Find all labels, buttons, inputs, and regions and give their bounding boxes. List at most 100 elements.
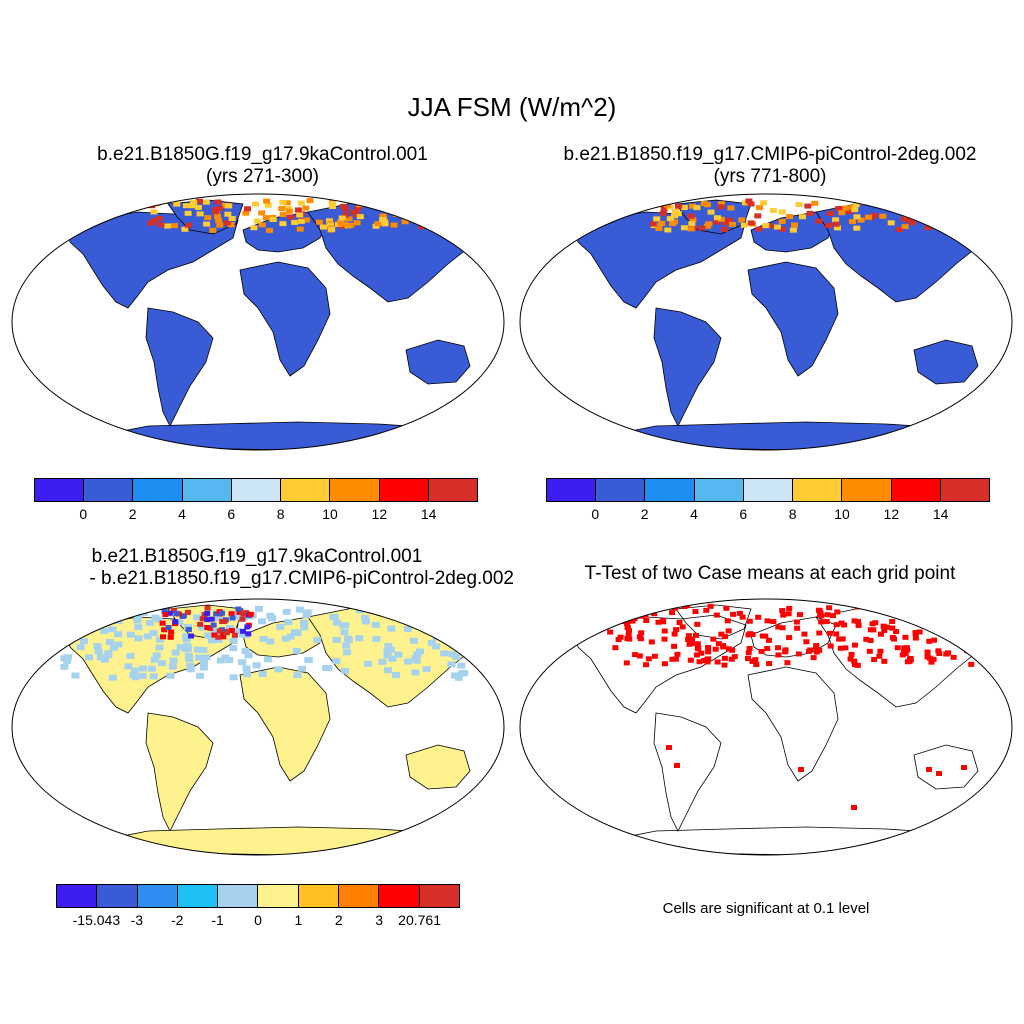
diff-cell xyxy=(298,665,307,672)
diff-cell xyxy=(394,651,403,658)
diff-cell xyxy=(263,656,272,663)
arctic-cell xyxy=(923,209,931,215)
significant-cell xyxy=(694,645,701,651)
diff-cell xyxy=(384,667,393,674)
diff-cell xyxy=(182,636,191,643)
significant-cell xyxy=(881,627,888,633)
significant-cell xyxy=(745,655,752,661)
arctic-cell xyxy=(372,223,380,229)
significant-cell xyxy=(643,617,650,623)
significant-cell xyxy=(980,604,987,610)
significant-cell xyxy=(974,652,981,658)
colorbar-swatch xyxy=(428,479,477,501)
colorbar-tick-label: 0 xyxy=(254,912,262,928)
significant-cell xyxy=(936,651,943,657)
significant-cell xyxy=(624,635,631,641)
diff-cell xyxy=(469,631,478,638)
diff-cell xyxy=(176,644,185,651)
significant-cell xyxy=(924,649,931,655)
arctic-cell xyxy=(969,217,977,223)
significant-cell xyxy=(786,605,793,611)
significant-cell xyxy=(694,621,701,627)
diff-cell xyxy=(167,634,174,640)
diff-cell xyxy=(114,631,123,638)
diff-cell xyxy=(124,663,133,670)
diff-cell xyxy=(208,616,215,622)
diff-cell xyxy=(364,660,373,667)
continent-samerica xyxy=(145,307,214,427)
arctic-cell xyxy=(345,216,353,222)
significant-cell xyxy=(871,656,878,662)
diff-cell xyxy=(303,609,312,616)
significant-cell xyxy=(851,805,857,810)
arctic-cell xyxy=(666,216,674,222)
diff-cell xyxy=(477,636,486,643)
diff-cell xyxy=(241,648,250,655)
significant-cell xyxy=(977,655,984,661)
diff-cell xyxy=(161,608,168,614)
arctic-cell xyxy=(436,221,444,227)
arctic-cell xyxy=(826,211,834,217)
arctic-cell xyxy=(907,200,915,206)
arctic-cell xyxy=(417,201,425,207)
significant-cell xyxy=(775,624,782,630)
significant-cell xyxy=(916,629,923,635)
diff-cell xyxy=(139,665,148,672)
diff-cell xyxy=(59,631,68,638)
significant-cell xyxy=(912,631,919,637)
arctic-cell xyxy=(815,218,823,224)
significant-cell xyxy=(912,619,919,625)
significant-cell xyxy=(669,656,676,662)
diff-cell xyxy=(475,610,484,617)
colorbar-tick-label: 0 xyxy=(79,506,88,522)
colorbar-swatch xyxy=(940,479,989,501)
significant-cell xyxy=(636,653,643,659)
significant-cell xyxy=(956,616,963,622)
diff-cell xyxy=(457,670,466,677)
diff-cell xyxy=(233,627,242,634)
panel-diff-title-line1: b.e21.B1850G.f19_g17.9kaControl.001 xyxy=(91,546,423,567)
significant-cell xyxy=(636,634,643,640)
arctic-cell xyxy=(885,204,893,210)
significant-cell xyxy=(643,662,650,668)
diff-cell xyxy=(387,625,396,632)
arctic-cell xyxy=(283,200,291,206)
significant-cell xyxy=(807,647,814,653)
significant-cell xyxy=(810,655,817,661)
significant-cell xyxy=(796,612,803,618)
diff-cell xyxy=(242,665,251,672)
diff-cell xyxy=(159,620,166,626)
colorbar-swatch xyxy=(35,479,85,501)
significant-cell xyxy=(847,656,854,662)
diff-cell xyxy=(247,611,254,617)
significant-cell xyxy=(632,652,639,658)
diff-cell xyxy=(134,624,143,631)
diff-cell xyxy=(344,635,353,642)
arctic-cell xyxy=(717,216,725,222)
significant-cell xyxy=(770,619,777,625)
diff-cell xyxy=(378,658,387,665)
arctic-cell xyxy=(291,219,299,225)
diff-cell xyxy=(293,672,302,679)
significant-cell xyxy=(854,619,861,625)
arctic-cell xyxy=(901,224,909,230)
continent-africa xyxy=(747,666,839,782)
diff-cell xyxy=(284,619,293,626)
significant-cell xyxy=(837,645,844,651)
diff-cell xyxy=(79,638,88,645)
diff-cell xyxy=(157,660,166,667)
diff-cell xyxy=(143,633,152,640)
diff-cell xyxy=(355,635,364,642)
diff-cell xyxy=(149,673,158,680)
diff-cell xyxy=(322,665,331,672)
diff-cell xyxy=(105,638,114,645)
arctic-cell xyxy=(857,217,865,223)
diff-cell xyxy=(171,649,180,656)
arctic-cell xyxy=(738,217,746,223)
significant-cell xyxy=(902,634,909,640)
diff-cell xyxy=(409,637,418,644)
colorbar-tick-label: 3 xyxy=(375,912,384,928)
arctic-cell xyxy=(214,214,222,220)
arctic-cell xyxy=(184,210,192,216)
arctic-cell xyxy=(703,202,711,208)
